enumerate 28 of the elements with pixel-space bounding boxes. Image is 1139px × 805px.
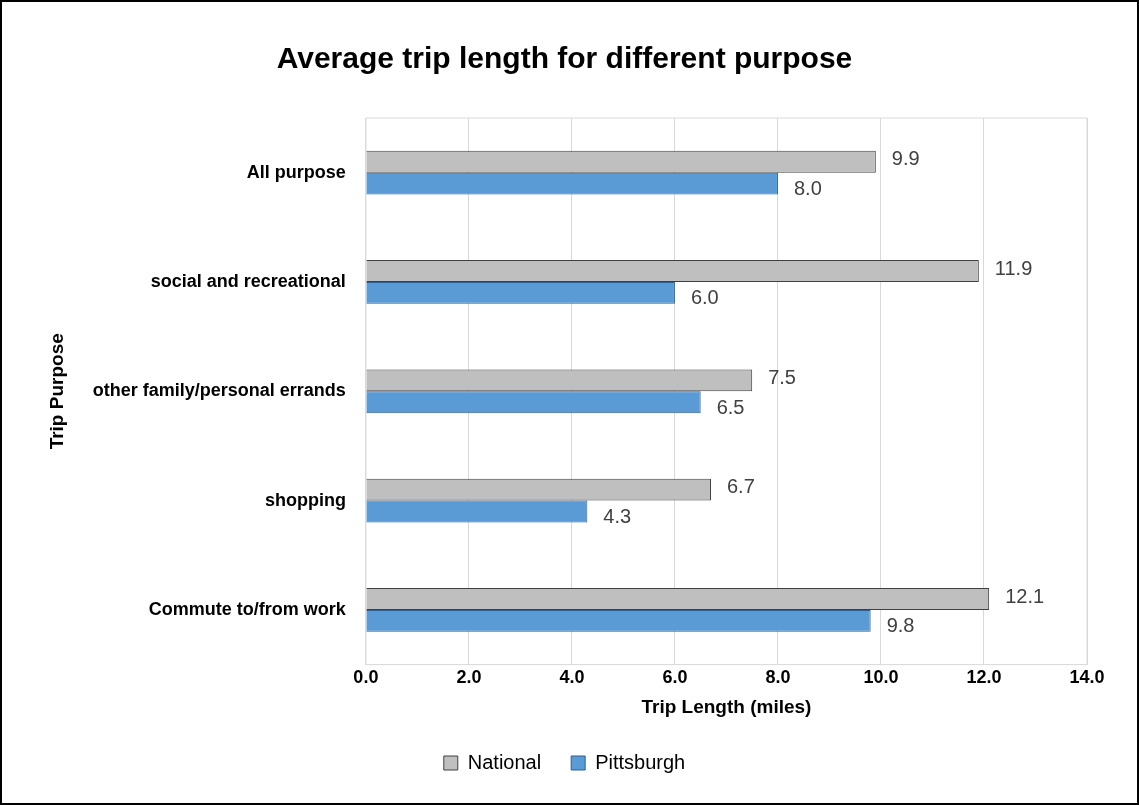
x-tick-label: 4.0 bbox=[559, 667, 585, 688]
x-axis-title: Trip Length (miles) bbox=[641, 695, 812, 717]
legend-label: Pittsburgh bbox=[595, 750, 686, 773]
data-label: 9.8 bbox=[886, 614, 915, 637]
data-label: 8.0 bbox=[793, 177, 822, 200]
x-tick-label: 14.0 bbox=[1069, 667, 1105, 688]
y-tick-label: Commute to/from work bbox=[148, 598, 347, 619]
y-tick-label: social and recreational bbox=[150, 270, 346, 291]
data-label: 6.7 bbox=[726, 475, 755, 498]
x-tick-label: 0.0 bbox=[353, 667, 379, 688]
data-label: 11.9 bbox=[994, 256, 1033, 279]
data-label: 7.5 bbox=[768, 365, 797, 388]
y-tick-label: All purpose bbox=[246, 161, 346, 182]
y-axis-title: Trip Purpose bbox=[45, 333, 67, 450]
data-label: 12.1 bbox=[1005, 584, 1045, 607]
data-label: 9.9 bbox=[891, 147, 920, 170]
legend-label: National bbox=[467, 750, 542, 773]
data-label: 6.5 bbox=[716, 395, 745, 418]
y-tick-label: other family/personal errands bbox=[92, 380, 346, 401]
data-label: 4.3 bbox=[603, 505, 632, 528]
x-tick-label: 6.0 bbox=[662, 667, 688, 688]
x-tick-label: 2.0 bbox=[456, 667, 482, 688]
x-tick-label: 8.0 bbox=[765, 667, 791, 688]
y-tick-label: shopping bbox=[264, 489, 346, 510]
chart-title: Average trip length for different purpose bbox=[276, 41, 853, 75]
x-tick-label: 12.0 bbox=[966, 667, 1002, 688]
data-label: 6.0 bbox=[690, 286, 719, 309]
x-tick-label: 10.0 bbox=[863, 667, 899, 688]
